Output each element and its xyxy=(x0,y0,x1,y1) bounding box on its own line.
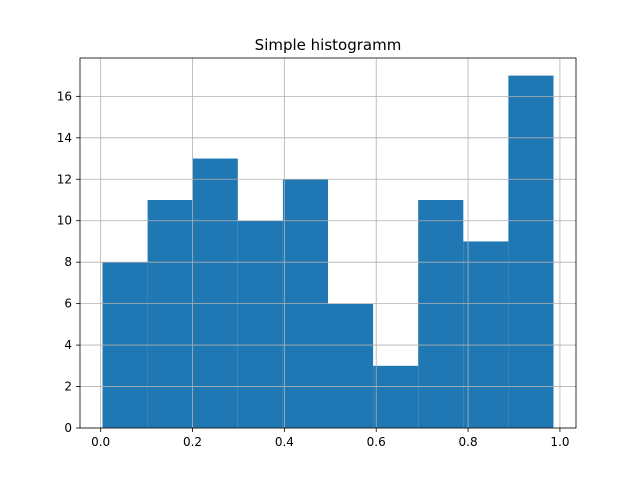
histogram-bar xyxy=(463,241,509,428)
tick-labels: 0.0 0.2 0.4 0.6 0.8 1.0 0 2 4 6 8 10 12 14 16 xyxy=(57,89,570,449)
chart-title: Simple histogramm xyxy=(255,36,402,54)
histogram-bar xyxy=(147,199,193,428)
plot-frame xyxy=(79,57,577,429)
histogram-bar xyxy=(508,75,554,428)
histogram-bar xyxy=(192,158,238,428)
y-tick-label: 0 xyxy=(64,421,72,435)
y-tick-label: 2 xyxy=(64,380,72,394)
x-tick-label: 0.0 xyxy=(91,435,110,449)
x-tick-label: 0.8 xyxy=(459,435,478,449)
y-tick-label: 14 xyxy=(57,131,72,145)
y-tick-label: 6 xyxy=(64,297,72,311)
x-tick-label: 0.2 xyxy=(183,435,202,449)
axes xyxy=(76,57,577,432)
histogram-bar xyxy=(373,365,419,428)
histogram-bar xyxy=(328,303,374,428)
y-tick-label: 12 xyxy=(57,172,72,186)
x-tick-label: 0.4 xyxy=(275,435,294,449)
y-tick-label: 4 xyxy=(64,338,72,352)
x-tick-label: 0.6 xyxy=(367,435,386,449)
x-tick-label: 1.0 xyxy=(550,435,569,449)
y-tick-label: 16 xyxy=(57,89,72,103)
histogram-bar xyxy=(237,220,283,428)
y-tick-label: 10 xyxy=(57,214,72,228)
histogram-bars xyxy=(102,75,554,428)
histogram-bar xyxy=(418,199,464,428)
y-tick-label: 8 xyxy=(64,255,72,269)
